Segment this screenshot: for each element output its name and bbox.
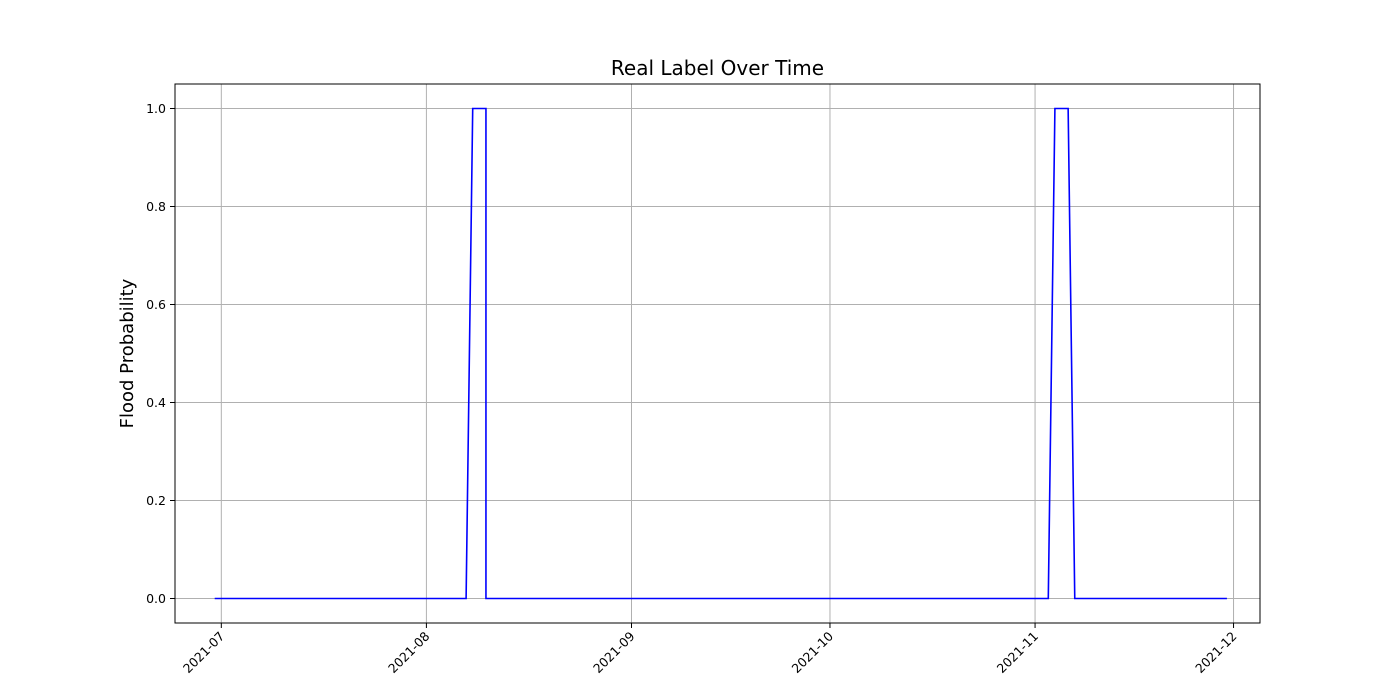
plot-frame: [174, 83, 1261, 624]
y-tick-label: 1.0: [146, 101, 166, 116]
y-tick-label: 0.8: [146, 199, 166, 214]
y-tick-label: 0.4: [146, 395, 166, 410]
y-tick-label: 0.0: [146, 591, 166, 606]
y-axis-label: Flood Probability: [117, 278, 138, 428]
series-layer: [214, 107, 1227, 600]
chart-title: Real Label Over Time: [611, 56, 824, 80]
y-tick-label: 0.2: [146, 493, 166, 508]
series-line-0: [214, 107, 1227, 600]
y-tick-label: 0.6: [146, 297, 166, 312]
